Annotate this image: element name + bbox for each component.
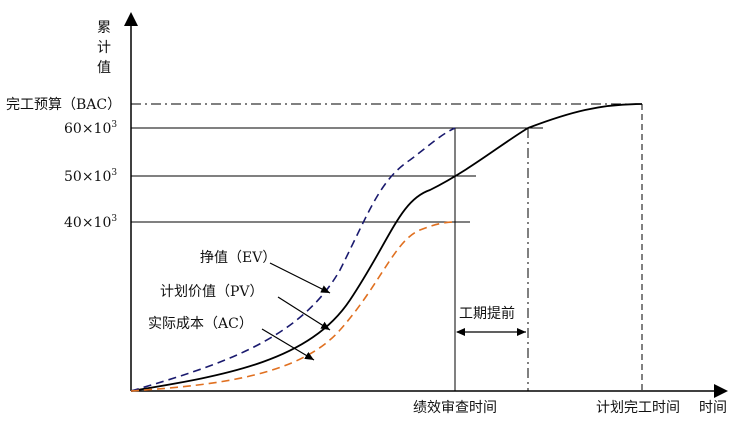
axes xyxy=(124,12,728,398)
tick-label-40: 40×103 xyxy=(64,214,117,231)
y-axis-label-1: 累 xyxy=(97,20,111,36)
planned-finish-label: 计划完工时间 xyxy=(596,400,680,416)
ev-label: 挣值（EV） xyxy=(200,250,276,266)
y-axis-label-3: 值 xyxy=(97,60,111,76)
ac-curve xyxy=(130,221,456,392)
ev-pointer xyxy=(269,262,331,294)
tick-label-60: 60×103 xyxy=(64,120,117,137)
ac-pointer xyxy=(261,328,315,361)
ev-curve xyxy=(130,127,456,392)
tick-label-50: 50×103 xyxy=(64,168,117,185)
status-date-label: 绩效审查时间 xyxy=(413,400,497,416)
y-axis-arrow xyxy=(124,12,138,26)
pv-label: 计划价值（PV） xyxy=(160,284,264,300)
bac-label: 完工预算（BAC） xyxy=(6,97,121,113)
pv-pointer xyxy=(277,296,331,331)
pv-curve xyxy=(130,103,643,392)
x-axis-arrow xyxy=(714,384,728,398)
ac-label: 实际成本（AC） xyxy=(148,316,253,332)
x-axis-label: 时间 xyxy=(699,400,727,416)
y-axis-label-2: 计 xyxy=(97,40,111,56)
schedule-ahead-label: 工期提前 xyxy=(459,305,515,322)
